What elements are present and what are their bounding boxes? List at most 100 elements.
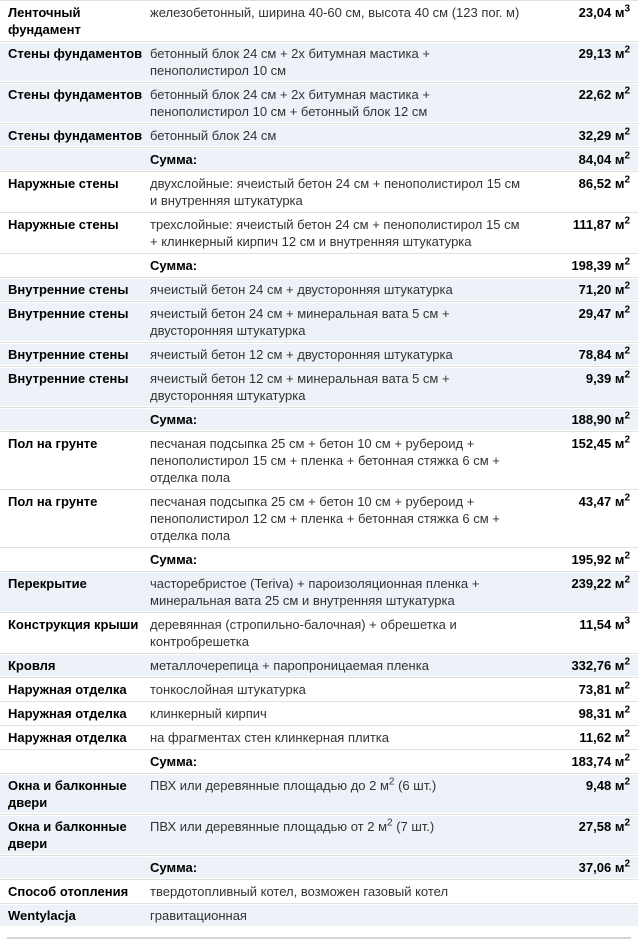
row-description: Сумма: (150, 551, 524, 568)
row-value: 11,54 м3 (524, 616, 638, 633)
row-description: тонкослойная штукатурка (150, 681, 524, 698)
row-description: твердотопливный котел, возможен газовый … (150, 883, 524, 900)
value-unit-exponent: 2 (624, 776, 630, 788)
table-row: Пол на грунте песчаная подсыпка 25 см + … (0, 431, 638, 489)
row-description: песчаная подсыпка 25 см + бетон 10 см + … (150, 493, 524, 544)
row-value: 195,92 м2 (524, 551, 638, 568)
row-value: 332,76 м2 (524, 657, 638, 674)
table-row: Наружная отделка на фрагментах стен клин… (0, 725, 638, 749)
row-category: Окна и балконные двери (8, 819, 127, 851)
table-row: Сумма: 198,39 м2 (0, 253, 638, 277)
value-number: 188,90 м (571, 412, 625, 427)
value-unit-exponent: 2 (624, 174, 630, 186)
value-number: 22,62 м (578, 87, 625, 102)
row-value: 86,52 м2 (524, 175, 638, 192)
table-row: Окна и балконные двери ПВХ или деревянны… (0, 773, 638, 814)
value-number: 152,45 м (571, 436, 625, 451)
table-row: Сумма: 188,90 м2 (0, 407, 638, 431)
row-category: Окна и балконные двери (8, 778, 127, 810)
description-text: клинкерный кирпич (150, 706, 267, 721)
value-number: 84,04 м (578, 152, 625, 167)
description-text: Сумма: (150, 412, 198, 427)
value-number: 111,87 м (572, 217, 625, 232)
row-description: двухслойные: ячеистый бетон 24 см + пено… (150, 175, 524, 209)
value-number: 37,06 м (578, 860, 625, 875)
row-value: 73,81 м2 (524, 681, 638, 698)
row-category: Наружная отделка (8, 706, 127, 721)
description-text: бетонный блок 24 см (150, 128, 277, 143)
row-category: Внутренние стены (8, 282, 129, 297)
row-category: Кровля (8, 658, 56, 673)
table-row: Сумма: 195,92 м2 (0, 547, 638, 571)
row-category: Внутренние стены (8, 306, 129, 321)
table-row: Стены фундаментов бетонный блок 24 см 32… (0, 123, 638, 147)
value-number: 71,20 м (578, 282, 625, 297)
description-text: бетонный блок 24 см + 2х битумная мастик… (150, 46, 430, 78)
value-unit-exponent: 2 (624, 656, 630, 668)
description-text: ПВХ или деревянные площадью от 2 м (150, 819, 388, 834)
value-number: 78,84 м (578, 347, 625, 362)
description-text: ячеистый бетон 24 см + минеральная вата … (150, 306, 450, 338)
table-row: Сумма: 183,74 м2 (0, 749, 638, 773)
table-row: Перекрытие часторебристое (Teriva) + пар… (0, 571, 638, 612)
row-value: 23,04 м3 (524, 4, 638, 21)
value-unit-exponent: 3 (624, 3, 630, 15)
row-description: гравитационная (150, 907, 524, 924)
value-unit-exponent: 2 (624, 680, 630, 692)
row-value: 9,48 м2 (524, 777, 638, 794)
row-category: Наружные стены (8, 176, 119, 191)
description-text: ячеистый бетон 12 см + двусторонняя штук… (150, 347, 453, 362)
row-category: Стены фундаментов (8, 128, 143, 143)
table-row: Wentylacja гравитационная (0, 903, 638, 927)
table-row: Сумма: 84,04 м2 (0, 147, 638, 171)
value-unit-exponent: 2 (624, 858, 630, 870)
row-value: 37,06 м2 (524, 859, 638, 876)
row-value: 188,90 м2 (524, 411, 638, 428)
table-row: Внутренние стены ячеистый бетон 24 см + … (0, 277, 638, 301)
row-value: 29,13 м2 (524, 45, 638, 62)
description-text: песчаная подсыпка 25 см + бетон 10 см + … (150, 436, 500, 485)
description-text: Сумма: (150, 860, 198, 875)
row-description: железобетонный, ширина 40-60 см, высота … (150, 4, 524, 21)
row-description: Сумма: (150, 151, 524, 168)
row-category: Стены фундаментов (8, 87, 143, 102)
row-description: Сумма: (150, 753, 524, 770)
row-description: ячеистый бетон 12 см + двусторонняя штук… (150, 346, 524, 363)
description-text: ячеистый бетон 12 см + минеральная вата … (150, 371, 450, 403)
value-unit-exponent: 3 (624, 615, 630, 627)
row-category: Пол на грунте (8, 494, 98, 509)
value-unit-exponent: 2 (624, 280, 630, 292)
value-number: 27,58 м (578, 819, 625, 834)
row-description: бетонный блок 24 см (150, 127, 524, 144)
row-description: ячеистый бетон 12 см + минеральная вата … (150, 370, 524, 404)
value-unit-exponent: 2 (624, 256, 630, 268)
row-description: песчаная подсыпка 25 см + бетон 10 см + … (150, 435, 524, 486)
description-text: (6 шт.) (394, 778, 437, 793)
row-category: Ленточный фундамент (8, 5, 81, 37)
value-unit-exponent: 2 (624, 550, 630, 562)
row-category: Конструкция крыши (8, 617, 139, 632)
row-category: Пол на грунте (8, 436, 98, 451)
row-description: ячеистый бетон 24 см + минеральная вата … (150, 305, 524, 339)
value-number: 11,62 м (579, 730, 625, 745)
row-description: бетонный блок 24 см + 2х битумная мастик… (150, 45, 524, 79)
row-value: 22,62 м2 (524, 86, 638, 103)
description-text: трехслойные: ячеистый бетон 24 см + пено… (150, 217, 520, 249)
row-description: клинкерный кирпич (150, 705, 524, 722)
row-value: 11,62 м2 (524, 729, 638, 746)
value-unit-exponent: 2 (624, 434, 630, 446)
row-value: 27,58 м2 (524, 818, 638, 835)
row-description: Сумма: (150, 859, 524, 876)
value-number: 239,22 м (571, 576, 625, 591)
description-text: двухслойные: ячеистый бетон 24 см + пено… (150, 176, 521, 208)
description-text: песчаная подсыпка 25 см + бетон 10 см + … (150, 494, 500, 543)
table-row: Окна и балконные двери ПВХ или деревянны… (0, 814, 638, 855)
value-number: 29,13 м (578, 46, 625, 61)
description-text: на фрагментах стен клинкерная плитка (150, 730, 390, 745)
value-number: 29,47 м (578, 306, 625, 321)
description-superscript: 2 (387, 817, 393, 829)
row-description: на фрагментах стен клинкерная плитка (150, 729, 524, 746)
value-unit-exponent: 2 (624, 817, 630, 829)
value-unit-exponent: 2 (624, 704, 630, 716)
value-unit-exponent: 2 (624, 410, 630, 422)
